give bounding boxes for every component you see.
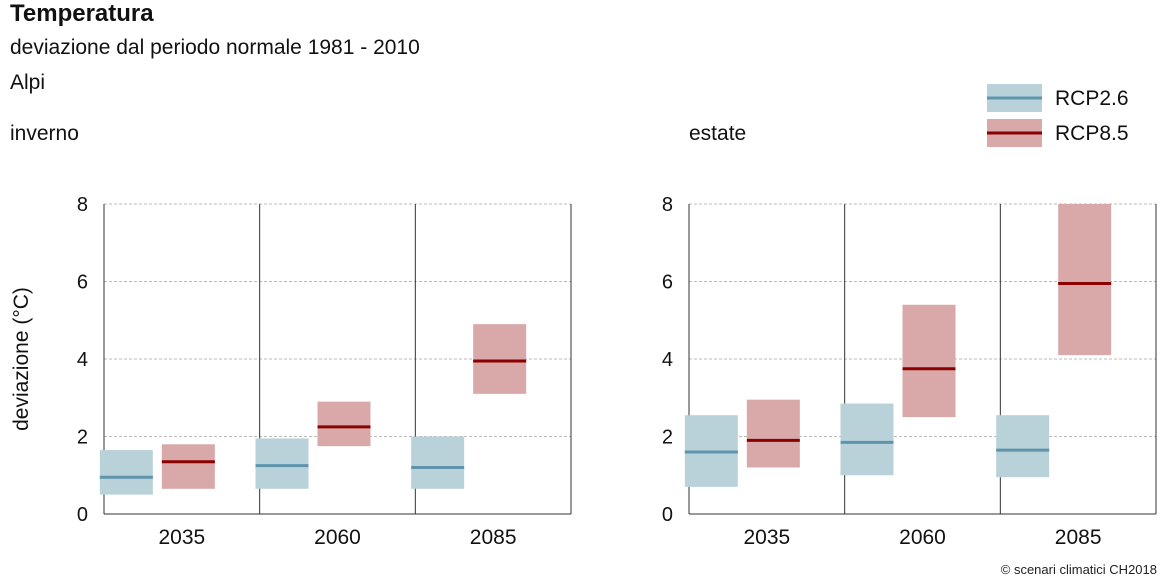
y-tick-label: 6 [77, 272, 88, 294]
y-tick-label: 0 [662, 504, 673, 526]
legend-label-rcp26: RCP2.6 [1055, 87, 1129, 110]
panel-label-inverno: inverno [10, 122, 79, 145]
region-label: Alpi [10, 71, 46, 94]
range-box-rcp85-2035 [746, 399, 800, 468]
range-box-rcp85-2085 [473, 324, 527, 394]
x-tick-label-2085: 2085 [470, 526, 517, 549]
range-box-rcp26-2085 [996, 415, 1050, 478]
range-box-rcp85-2060 [317, 401, 371, 447]
range-box-rcp85-2035 [161, 444, 215, 489]
range-box-rcp85-2060 [902, 304, 956, 418]
range-box-rcp26-2060 [840, 403, 894, 476]
range-box-rcp26-2060 [255, 438, 309, 489]
chart-subtitle: deviazione dal periodo normale 1981 - 20… [10, 36, 420, 59]
y-axis-label: deviazione (°C) [10, 287, 33, 431]
y-tick-label: 4 [77, 349, 88, 371]
x-tick-label-2035: 2035 [158, 526, 205, 549]
x-tick-label-2085: 2085 [1055, 526, 1102, 549]
x-tick-label-2035: 2035 [743, 526, 790, 549]
range-box-rcp26-2085 [411, 436, 465, 489]
chart-title: Temperatura [10, 0, 154, 27]
x-tick-label-2060: 2060 [899, 526, 946, 549]
y-tick-label: 8 [662, 194, 673, 216]
y-tick-label: 8 [77, 194, 88, 216]
range-box-rcp85-2085 [1058, 204, 1112, 356]
y-tick-label: 0 [77, 504, 88, 526]
y-tick-label: 6 [662, 272, 673, 294]
y-tick-label: 4 [662, 349, 673, 371]
y-tick-label: 2 [662, 427, 673, 449]
range-box-rcp26-2035 [99, 450, 153, 495]
y-tick-label: 2 [77, 427, 88, 449]
legend-label-rcp85: RCP8.5 [1055, 122, 1129, 145]
panel-label-estate: estate [689, 122, 746, 145]
x-tick-label-2060: 2060 [314, 526, 361, 549]
copyright-credit: © scenari climatici CH2018 [1000, 562, 1157, 577]
